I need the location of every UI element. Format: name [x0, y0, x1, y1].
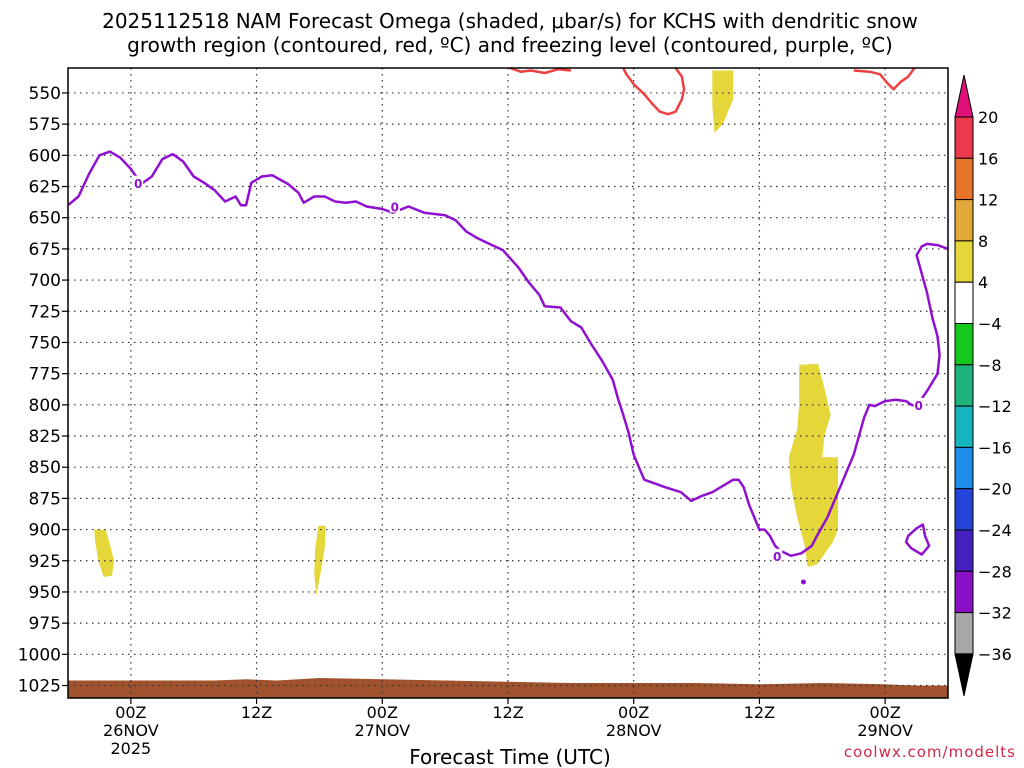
y-tick-label: 725 — [29, 302, 61, 322]
colorbar: 20 16 12 8 4 −4 −8 −12 −16 −20 −24 −28 −32 −36 — [954, 74, 1012, 697]
colorbar-swatch — [954, 446, 974, 490]
y-tick-label: 775 — [29, 365, 61, 385]
colorbar-label: −12 — [978, 397, 1012, 416]
dgz-contour — [622, 67, 686, 116]
x-tick-date: 28NOV — [606, 721, 662, 740]
colorbar-swatch — [954, 323, 974, 366]
grid-lines — [68, 68, 948, 698]
contour-label: 0 — [914, 399, 922, 413]
y-tick-label: 925 — [29, 552, 61, 572]
colorbar-swatch — [954, 157, 974, 201]
colorbar-label: 8 — [978, 232, 988, 251]
contour-label-bg — [133, 175, 144, 189]
colorbar-label: −8 — [978, 356, 1002, 375]
y-tick-label: 550 — [29, 84, 61, 104]
freezing-level-loop — [904, 523, 931, 556]
colorbar-label: −36 — [978, 645, 1012, 664]
x-tick-label: 00Z — [115, 703, 146, 722]
colorbar-swatch — [954, 199, 974, 242]
x-axis-label: Forecast Time (UTC) — [409, 745, 611, 768]
colorbar-swatch — [954, 364, 974, 407]
contour-label: 0 — [391, 200, 399, 214]
y-tick-label: 825 — [29, 427, 61, 447]
colorbar-swatch — [954, 612, 974, 655]
omega-region-3 — [712, 70, 734, 133]
x-tick-date: 27NOV — [354, 721, 410, 740]
colorbar-swatch — [954, 529, 974, 572]
freezing-level-contour — [67, 150, 949, 558]
omega-region-1 — [94, 529, 115, 577]
colorbar-under-triangle — [954, 653, 974, 697]
surface-band — [68, 678, 948, 698]
contours: 0 0 0 0 — [67, 66, 949, 585]
dgz-contour — [509, 66, 572, 75]
y-tick-label: 975 — [29, 614, 61, 634]
contour-label-bg — [389, 199, 400, 213]
credit-text: coolwx.com/modelts — [844, 743, 1016, 761]
colorbar-label: 20 — [978, 108, 998, 127]
y-axis: 550 575 600 625 650 675 700 725 750 775 800 825 850 8… — [18, 84, 68, 697]
y-tick-label: 675 — [29, 240, 61, 260]
colorbar-swatch — [954, 281, 974, 325]
x-tick-label: 12Z — [744, 703, 775, 722]
contour-label-bg — [772, 548, 783, 562]
omega-shading — [68, 70, 948, 698]
colorbar-label: −4 — [978, 315, 1002, 334]
y-tick-label: 850 — [29, 458, 61, 478]
colorbar-label: −32 — [978, 604, 1012, 623]
y-tick-label: 1025 — [18, 677, 61, 697]
y-tick-label: 600 — [29, 146, 61, 166]
x-tick-label: 00Z — [618, 703, 649, 722]
x-tick-date: 29NOV — [857, 721, 913, 740]
x-tick-label: 12Z — [492, 703, 523, 722]
colorbar-swatch — [954, 116, 974, 159]
y-tick-label: 800 — [29, 396, 61, 416]
y-tick-label: 900 — [29, 521, 61, 541]
colorbar-swatch — [954, 488, 974, 531]
y-tick-label: 650 — [29, 209, 61, 229]
dgz-contour — [853, 67, 916, 91]
y-tick-label: 625 — [29, 178, 61, 198]
colorbar-label: −24 — [978, 521, 1012, 540]
y-tick-label: 750 — [29, 333, 61, 353]
colorbar-label: −16 — [978, 438, 1012, 457]
colorbar-label: 12 — [978, 191, 998, 210]
colorbar-label: 16 — [978, 149, 998, 168]
colorbar-swatch — [954, 405, 974, 448]
title-line-2: growth region (contoured, red, ºC) and f… — [127, 33, 893, 57]
omega-region-2 — [314, 525, 326, 596]
x-tick-label: 00Z — [869, 703, 900, 722]
x-tick-label: 12Z — [241, 703, 272, 722]
x-tick-date: 26NOV — [103, 721, 159, 740]
freezing-level-dot — [800, 579, 806, 585]
y-tick-label: 875 — [29, 489, 61, 509]
colorbar-swatch — [954, 570, 974, 614]
contour-label: 0 — [773, 550, 781, 564]
colorbar-label: −20 — [978, 480, 1012, 499]
contour-label: 0 — [134, 177, 142, 191]
y-tick-label: 700 — [29, 271, 61, 291]
colorbar-label: −28 — [978, 562, 1012, 581]
colorbar-label: 4 — [978, 273, 988, 292]
y-tick-label: 950 — [29, 583, 61, 603]
y-tick-label: 575 — [29, 115, 61, 135]
x-tick-label: 00Z — [367, 703, 398, 722]
plot-area: 0 0 0 0 550 575 600 625 650 675 700 725 750 775 800 82… — [18, 66, 949, 758]
omega-region-4 — [788, 363, 838, 567]
colorbar-swatch — [954, 240, 974, 283]
x-tick-year: 2025 — [110, 739, 151, 758]
contour-label-bg — [913, 397, 924, 411]
y-tick-label: 1000 — [18, 645, 61, 665]
title-line-1: 2025112518 NAM Forecast Omega (shaded, μ… — [102, 9, 918, 33]
colorbar-over-triangle — [954, 74, 974, 118]
